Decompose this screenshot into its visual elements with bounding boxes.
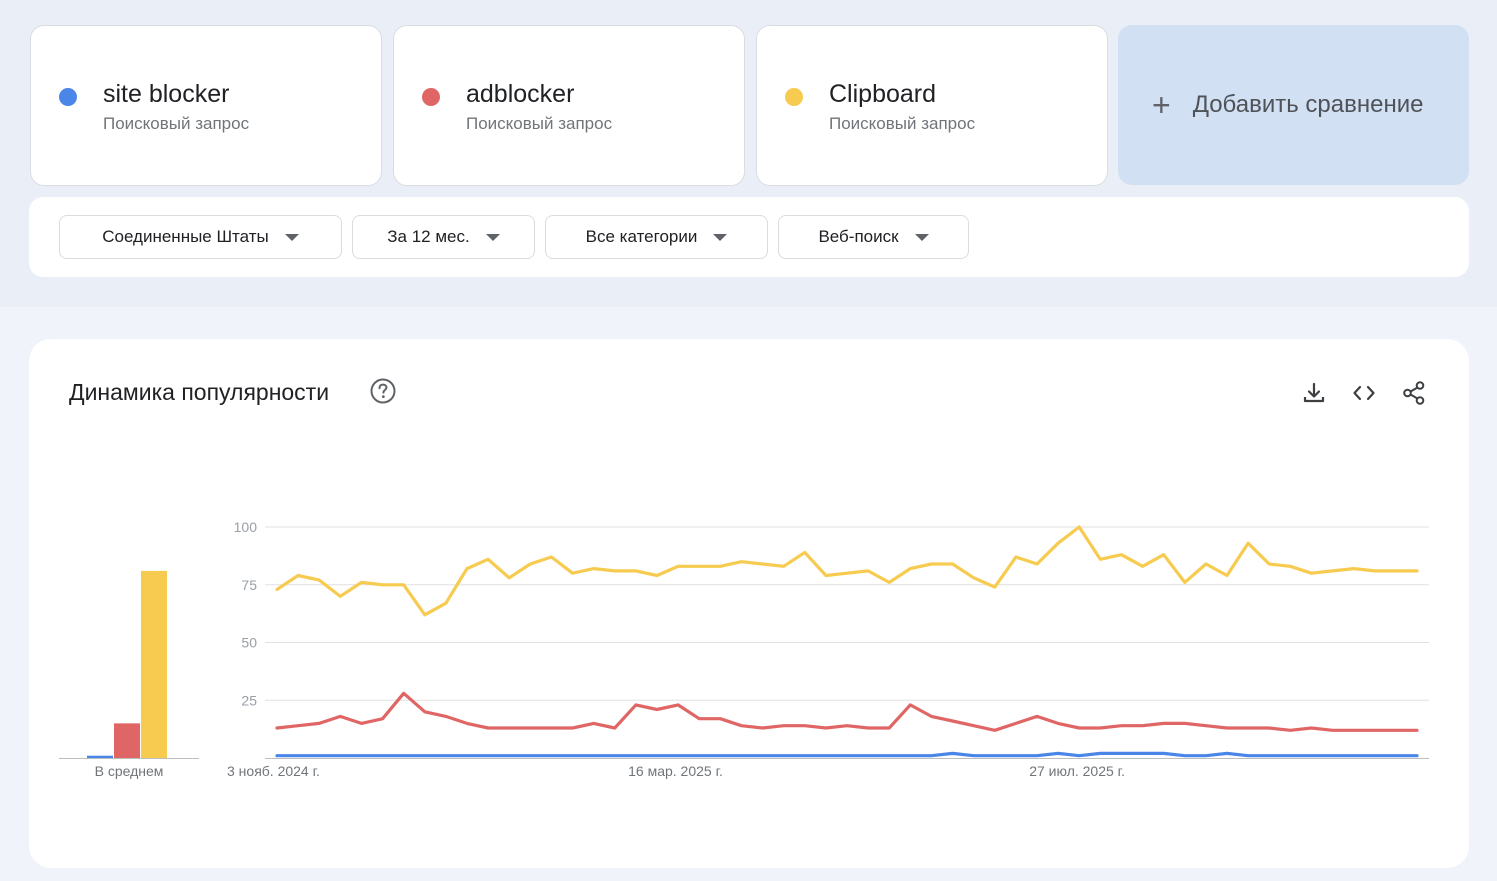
search-type-dropdown[interactable]: Веб-поиск	[778, 215, 969, 259]
caret-down-icon	[914, 233, 929, 241]
download-icon[interactable]	[1301, 380, 1327, 406]
category-dropdown[interactable]: Все категории	[545, 215, 768, 259]
term-type: Поисковый запрос	[466, 114, 613, 133]
share-icon[interactable]	[1401, 380, 1427, 406]
term-type: Поисковый запрос	[103, 114, 250, 133]
region-dropdown[interactable]: Соединенные Штаты	[59, 215, 342, 259]
series-line	[275, 525, 1419, 617]
help-icon[interactable]	[369, 377, 397, 405]
term-name[interactable]: site blocker	[103, 80, 230, 108]
add-comparison-label: Добавить сравнение	[1192, 91, 1424, 118]
y-tick-label: 100	[234, 519, 258, 535]
embed-icon[interactable]	[1351, 380, 1377, 406]
y-tick-label: 50	[241, 635, 257, 651]
term-card-adblocker[interactable]: adblocker Поисковый запрос	[393, 25, 745, 186]
series-line	[275, 751, 1419, 758]
caret-down-icon	[713, 233, 728, 241]
interest-over-time-panel: Динамика популярности 100 75 50 25 3 нояб. 2…	[29, 339, 1469, 868]
series-color-dot	[785, 88, 803, 106]
series-color-dot	[422, 88, 440, 106]
average-bar	[141, 570, 167, 758]
term-name[interactable]: Clipboard	[829, 80, 937, 108]
plus-icon: +	[1152, 87, 1171, 123]
category-value: Все категории	[585, 227, 698, 246]
search-type-value: Веб-поиск	[818, 227, 899, 246]
series-line	[275, 691, 1419, 732]
period-value: За 12 мес.	[387, 227, 470, 246]
x-tick-label: 16 мар. 2025 г.	[628, 763, 723, 779]
term-card-clipboard[interactable]: Clipboard Поисковый запрос	[756, 25, 1108, 186]
caret-down-icon	[284, 233, 299, 241]
series-color-dot	[59, 88, 77, 106]
average-label: В среднем	[95, 763, 164, 779]
average-bar	[114, 723, 140, 758]
y-tick-label: 75	[241, 577, 257, 593]
period-dropdown[interactable]: За 12 мес.	[352, 215, 535, 259]
average-bar	[87, 755, 113, 758]
panel-title: Динамика популярности	[69, 379, 330, 405]
y-tick-label: 25	[241, 692, 257, 708]
filter-bar: Соединенные Штаты За 12 мес. Все категор…	[29, 197, 1469, 277]
x-tick-label: 27 июл. 2025 г.	[1029, 763, 1125, 779]
region-value: Соединенные Штаты	[102, 227, 269, 246]
caret-down-icon	[485, 233, 500, 241]
term-card-site-blocker[interactable]: site blocker Поисковый запрос	[30, 25, 382, 186]
term-type: Поисковый запрос	[829, 114, 976, 133]
interest-chart: 100 75 50 25 3 нояб. 2024 г. 16 мар. 2025 г. 2…	[59, 519, 1429, 779]
add-comparison-button[interactable]: + Добавить сравнение	[1118, 25, 1469, 185]
x-tick-label: 3 нояб. 2024 г.	[227, 763, 320, 779]
term-name[interactable]: adblocker	[466, 80, 575, 108]
